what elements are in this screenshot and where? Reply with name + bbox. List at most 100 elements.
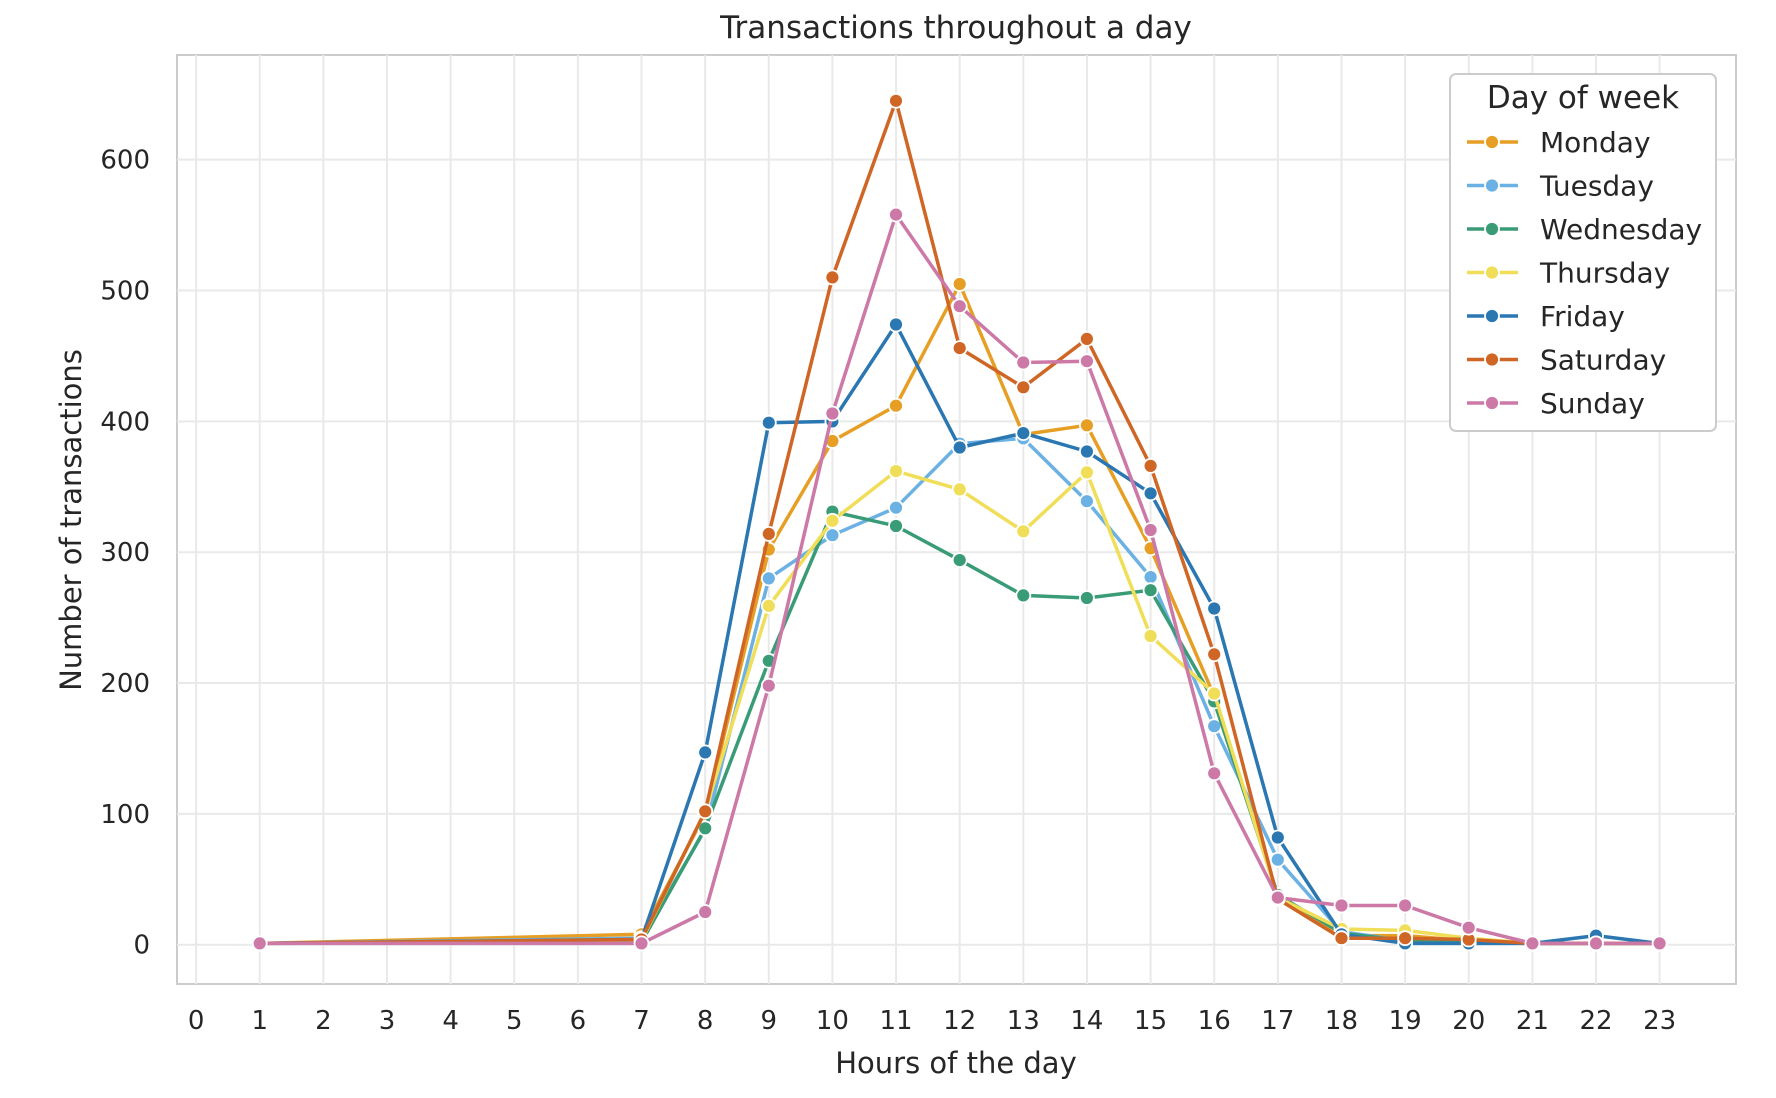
data-point	[760, 526, 777, 542]
data-point	[1079, 417, 1095, 434]
x-tick-label: 6	[570, 1006, 587, 1036]
data-point	[1015, 587, 1032, 604]
x-tick-label: 4	[442, 1006, 459, 1036]
x-tick-label: 5	[506, 1006, 523, 1036]
x-tick-label: 3	[379, 1006, 396, 1036]
x-tick-label: 17	[1261, 1006, 1294, 1036]
data-point	[1079, 443, 1095, 460]
data-point	[697, 904, 714, 920]
data-point	[1460, 919, 1477, 936]
legend-label: Friday	[1540, 300, 1625, 333]
series-line	[257, 99, 1662, 946]
data-point	[1015, 523, 1032, 540]
series-layer	[251, 92, 1668, 952]
legend: Day of week Monday Tuesday Wednesday Thursd…	[1449, 73, 1717, 432]
data-point	[951, 298, 968, 315]
data-point	[1079, 590, 1095, 606]
data-point	[951, 439, 968, 456]
x-axis-label: Hours of the day	[835, 1046, 1077, 1080]
legend-marker	[1484, 134, 1500, 150]
data-point	[697, 744, 714, 761]
legend-item-friday: Friday	[1467, 300, 1625, 333]
data-point	[824, 269, 841, 286]
data-point	[824, 512, 841, 529]
data-point	[951, 340, 968, 357]
data-point	[1079, 330, 1095, 347]
data-point	[824, 405, 841, 422]
data-point	[1206, 600, 1223, 617]
data-point	[1079, 493, 1095, 510]
data-point	[951, 481, 968, 498]
legend-label: Monday	[1540, 126, 1651, 159]
data-point	[824, 527, 841, 544]
data-point	[888, 316, 904, 333]
data-point	[951, 276, 968, 292]
data-point	[1015, 354, 1032, 371]
y-tick-label: 600	[100, 146, 150, 176]
x-tick-label: 23	[1643, 1006, 1676, 1036]
y-tick-label: 400	[100, 407, 150, 437]
y-axis-label: Number of transactions	[54, 349, 88, 691]
x-tick-label: 1	[251, 1006, 268, 1036]
legend-label: Sunday	[1540, 387, 1645, 420]
data-point	[888, 92, 904, 109]
legend-marker	[1484, 221, 1500, 237]
data-point	[1651, 935, 1668, 952]
data-point	[1142, 582, 1159, 599]
legend-label: Thursday	[1539, 257, 1670, 290]
data-point	[760, 598, 777, 614]
data-point	[888, 499, 904, 516]
legend-item-tuesday: Tuesday	[1467, 170, 1654, 203]
data-point	[1269, 889, 1286, 906]
legend-box	[1449, 73, 1717, 432]
series-line	[257, 322, 1662, 946]
data-point	[1206, 685, 1223, 702]
data-point	[1269, 851, 1286, 868]
legend-marker	[1484, 351, 1500, 368]
data-point	[1079, 464, 1095, 481]
data-point	[1333, 897, 1350, 914]
data-point	[951, 552, 968, 568]
data-point	[1142, 628, 1159, 644]
legend-label: Wednesday	[1540, 213, 1702, 246]
data-point	[1206, 646, 1223, 663]
data-point	[633, 935, 650, 952]
legend-label: Tuesday	[1539, 170, 1654, 203]
data-point	[251, 935, 268, 952]
data-point	[888, 206, 904, 223]
x-tick-label: 20	[1452, 1006, 1485, 1036]
data-point	[760, 414, 777, 431]
x-tick-label: 18	[1325, 1006, 1358, 1036]
x-tick-label: 22	[1579, 1006, 1612, 1036]
x-tick-label: 16	[1198, 1006, 1231, 1036]
data-point	[697, 803, 714, 820]
x-tick-label: 15	[1134, 1006, 1167, 1036]
y-tick-label: 300	[100, 538, 150, 568]
legend-item-wednesday: Wednesday	[1467, 213, 1702, 246]
x-tick-label: 7	[633, 1006, 650, 1036]
data-point	[760, 570, 777, 587]
x-axis-ticks: 0 1 2 3 4 5 6 7 8 9 10 11 12 13 14 15 16 17 18 19 20 21 22 23	[188, 1006, 1676, 1036]
data-point	[1524, 935, 1541, 952]
x-tick-label: 10	[816, 1006, 849, 1036]
x-tick-label: 0	[188, 1006, 205, 1036]
y-tick-label: 500	[100, 277, 150, 307]
data-point	[1142, 522, 1159, 538]
x-tick-label: 19	[1389, 1006, 1422, 1036]
x-tick-label: 12	[943, 1006, 976, 1036]
legend-item-thursday: Thursday	[1467, 257, 1670, 290]
data-point	[1397, 897, 1413, 914]
data-point	[888, 463, 904, 480]
y-tick-label: 100	[100, 800, 150, 830]
data-point	[888, 397, 904, 414]
x-tick-label: 13	[1007, 1006, 1040, 1036]
legend-marker	[1484, 395, 1500, 411]
y-tick-label: 0	[133, 931, 150, 961]
x-tick-label: 8	[697, 1006, 714, 1036]
legend-title: Day of week	[1487, 80, 1679, 116]
y-tick-label: 200	[100, 669, 150, 699]
data-point	[1015, 379, 1032, 396]
series-sunday	[251, 206, 1668, 952]
x-tick-label: 14	[1070, 1006, 1103, 1036]
